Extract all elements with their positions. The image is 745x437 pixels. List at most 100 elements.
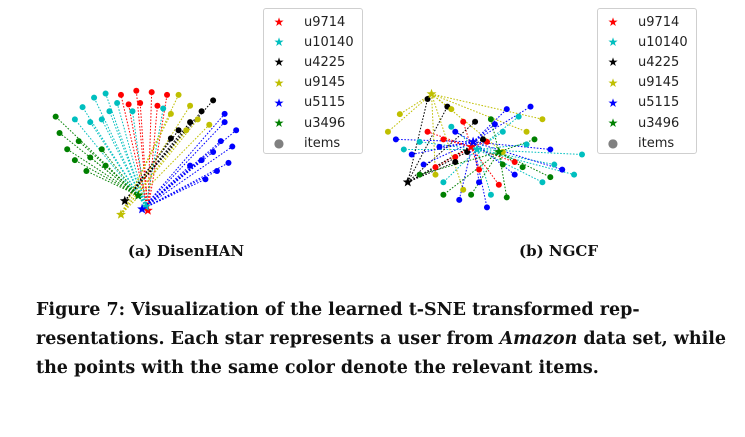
item-point-u3496 <box>519 164 526 171</box>
connection-line-u10140 <box>74 119 147 207</box>
item-point-u9714 <box>148 89 155 96</box>
item-point-u9714 <box>137 100 144 107</box>
item-point-u10140 <box>71 116 78 123</box>
item-point-u9145 <box>396 111 403 118</box>
panel-ngcf: ★ u9714 ★ u10140 ★ u4225 ★ u9145 ★ u5115 ★ u3496 ● it… <box>372 0 745 275</box>
connection-line-u9145 <box>120 124 210 215</box>
connection-line-u4225 <box>124 129 179 202</box>
item-point-u3496 <box>75 138 82 145</box>
legend-entry: ★ u9714 <box>264 12 362 32</box>
connection-line-u9714 <box>470 146 480 170</box>
item-point-u5115 <box>221 110 228 117</box>
connection-line-u5115 <box>472 106 531 143</box>
item-point-u10140 <box>515 113 522 120</box>
item-point-u10140 <box>98 116 105 123</box>
connection-line-u5115 <box>458 141 474 200</box>
connection-line-u5115 <box>141 146 233 210</box>
item-point-u4225 <box>210 97 217 104</box>
connection-line-u3496 <box>105 165 139 196</box>
legend-label: items <box>638 135 675 151</box>
subcaption-disenhan: (a) DisenHAN <box>127 242 245 260</box>
item-point-u9714 <box>154 102 161 109</box>
item-point-u5115 <box>476 179 483 186</box>
legend-label: u10140 <box>638 34 688 50</box>
item-point-u10140 <box>416 138 423 145</box>
item-point-u3496 <box>468 191 475 198</box>
connection-line-u5115 <box>141 165 191 210</box>
subcaption-ngcf: (b) NGCF <box>518 242 598 260</box>
item-point-u4225 <box>167 135 174 142</box>
item-point-u5115 <box>547 146 554 153</box>
item-point-u9145 <box>206 121 213 128</box>
caption-emphasis: Amazon <box>499 329 578 349</box>
connection-line-u3496 <box>74 159 139 196</box>
item-point-u3496 <box>499 161 506 168</box>
item-point-u3496 <box>102 162 109 169</box>
item-point-u3496 <box>487 116 494 123</box>
legend-label: u9714 <box>304 14 346 30</box>
item-point-u9714 <box>117 91 124 98</box>
legend-entry: ★ u10140 <box>598 32 696 52</box>
connection-line-u10140 <box>476 148 555 166</box>
connection-line-u3496 <box>419 151 499 176</box>
legend-entry: ★ u4225 <box>598 52 696 72</box>
item-point-u3496 <box>98 146 105 153</box>
item-point-u9714 <box>432 164 439 171</box>
item-point-u10140 <box>440 179 447 186</box>
item-point-u4225 <box>480 136 486 143</box>
item-point-u9714 <box>125 101 132 108</box>
item-point-u5115 <box>559 166 566 173</box>
user-star-u10140 <box>140 201 151 211</box>
item-point-u3496 <box>56 129 63 136</box>
item-points <box>52 87 240 183</box>
item-point-u5115 <box>233 127 240 134</box>
star-marker-icon: ★ <box>273 95 285 110</box>
item-point-u5115 <box>202 176 209 183</box>
legend-entry: ★ u10140 <box>264 32 362 52</box>
connection-line-u9145 <box>120 105 191 215</box>
item-point-u4225 <box>187 119 194 126</box>
legend-label: u9714 <box>638 14 680 30</box>
star-marker-icon: ★ <box>273 75 285 90</box>
figure-caption: Figure 7: Visualization of the learned t… <box>36 296 726 383</box>
legend-label: u10140 <box>304 34 354 50</box>
item-point-u5115 <box>213 168 220 175</box>
item-point-u9145 <box>523 128 530 135</box>
connection-line-u10140 <box>89 121 147 207</box>
user-star-u5115 <box>468 136 479 147</box>
star-marker-icon: ★ <box>273 55 285 70</box>
connection-line-u5115 <box>423 141 474 166</box>
user-star-u10140 <box>472 144 483 154</box>
legend-label: items <box>304 135 341 151</box>
item-point-u5115 <box>420 161 427 168</box>
item-point-u9714 <box>511 159 518 166</box>
item-point-u5115 <box>456 196 463 203</box>
item-points <box>384 96 585 211</box>
figure-label: Figure 7: <box>36 300 126 320</box>
item-point-u10140 <box>579 151 585 158</box>
user-star-u9714 <box>142 205 153 215</box>
legend-entry: ★ u3496 <box>264 113 362 133</box>
legend-label: u5115 <box>638 95 680 111</box>
item-point-u3496 <box>547 174 554 181</box>
item-point-u10140 <box>523 141 530 148</box>
legend-entry: ★ u9145 <box>598 73 696 93</box>
item-point-u10140 <box>499 128 506 135</box>
item-point-u10140 <box>160 105 167 112</box>
legend-entry: ★ u3496 <box>598 113 696 133</box>
item-point-u9714 <box>440 136 447 143</box>
legend-label: u3496 <box>304 115 346 131</box>
item-point-u9714 <box>495 181 502 188</box>
connection-line-u9714 <box>128 104 149 211</box>
connection-line-u10140 <box>476 148 543 183</box>
item-point-u10140 <box>129 108 136 115</box>
item-point-u9145 <box>187 102 194 109</box>
item-point-u5115 <box>229 143 236 150</box>
connection-line-u5115 <box>472 141 488 208</box>
item-point-u9145 <box>448 106 455 113</box>
connection-line-u9714 <box>443 138 472 148</box>
item-point-u9714 <box>133 87 140 94</box>
connection-line-u5115 <box>411 141 474 155</box>
item-point-u10140 <box>400 146 407 153</box>
item-point-u5115 <box>210 149 217 155</box>
